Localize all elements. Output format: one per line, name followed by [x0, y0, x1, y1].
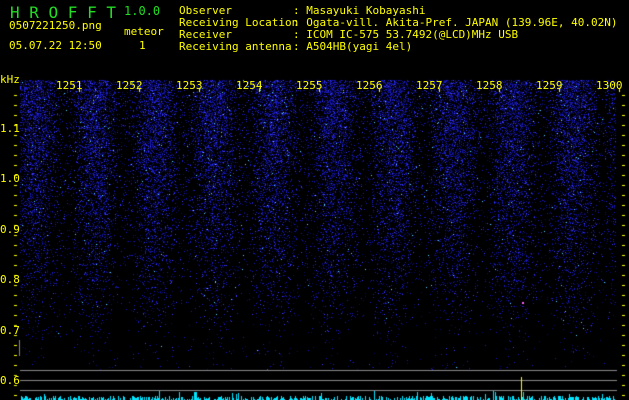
y-unit-label: kHz [0, 73, 20, 86]
receiver-label: Receiver [179, 28, 232, 41]
time-tick-label: 1253 [176, 79, 203, 92]
file-name: 0507221250.png [9, 19, 102, 32]
time-tick-label: 1252 [116, 79, 143, 92]
meteor-count: 1 [139, 39, 146, 52]
observer-label: Observer [179, 4, 232, 17]
receiver-value: : ICOM IC-575 53.7492(@LCD)MHz USB [293, 28, 519, 41]
app-title: H R O F F T [10, 3, 116, 22]
y-tick-label: 0.7 [0, 323, 20, 337]
observer-value: : Masayuki Kobayashi [293, 4, 426, 17]
time-tick-label: 1251 [56, 79, 83, 92]
time-tick-label: 1255 [296, 79, 323, 92]
y-tick-label: 0.8 [0, 273, 20, 287]
time-tick-label: 1257 [416, 79, 443, 92]
time-tick-label: 1259 [536, 79, 563, 92]
meteor-label: meteor [124, 25, 164, 38]
y-tick-label: 0.9 [0, 222, 20, 236]
location-label: Receiving Location [179, 16, 299, 29]
y-tick-label: 0.6 [0, 374, 20, 387]
file-datetime: 05.07.22 12:50 [9, 39, 102, 52]
location-value: : Ogata-vill. Akita-Pref. JAPAN (139.96E… [293, 16, 618, 29]
y-tick-label: 1.1 [0, 122, 20, 135]
time-tick-label: 1300 [596, 79, 623, 92]
app-version: 1.0.0 [124, 4, 161, 18]
time-tick-label: 1258 [476, 79, 503, 92]
time-tick-label: 1256 [356, 79, 383, 92]
antenna-value: : A504HB(yagi 4el) [293, 40, 413, 53]
time-tick-label: 1254 [236, 79, 263, 92]
y-tick-label: 1.0 [0, 172, 20, 186]
antenna-label: Receiving antenna [179, 40, 292, 53]
